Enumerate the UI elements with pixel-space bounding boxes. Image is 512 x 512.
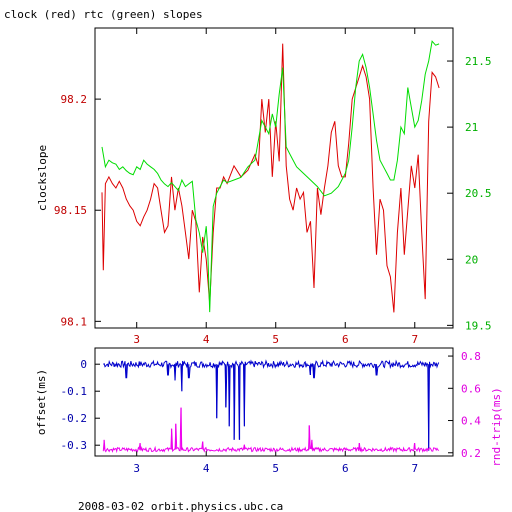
top-ytick-label: 98.15: [54, 204, 87, 217]
top-y2tick-label: 19.5: [465, 319, 492, 332]
bottom-xtick-label: 5: [272, 462, 279, 475]
top-plot-frame: [94, 27, 454, 329]
rtc-series-line: [101, 40, 440, 313]
bottom-ytick-label: -0.3: [61, 439, 88, 452]
rnd-trip-series-line: [102, 407, 440, 454]
bottom-ytick-label: -0.2: [61, 412, 88, 425]
top-y2tick-label: 20.5: [465, 187, 492, 200]
bottom-plot-frame: [94, 347, 454, 457]
bottom-y2tick-label: 0.2: [461, 447, 481, 460]
bottom-y2label: rnd-trip(ms): [490, 387, 503, 466]
top-xtick-label: 4: [203, 333, 210, 346]
top-y2tick-label: 21.5: [465, 55, 492, 68]
top-ytick-label: 98.1: [61, 315, 88, 328]
top-plot-layer: 3 4 5 6 7 98.1 98.15 98.2 19.5 20 20.5 21 21.5: [54, 28, 492, 346]
bottom-xtick-label: 4: [203, 462, 210, 475]
chart-title: clock (red) rtc (green) slopes: [4, 8, 203, 21]
top-y2tick-label: 20: [465, 253, 478, 266]
bottom-y2tick-label: 0.8: [461, 350, 481, 363]
bottom-ytick-label: 0: [80, 358, 87, 371]
top-xtick-label: 6: [342, 333, 349, 346]
top-ylabel: clockslope: [36, 145, 49, 211]
clock-series-line: [101, 43, 440, 313]
bottom-y2tick-label: 0.4: [461, 415, 481, 428]
footer-stamp: 2008-03-02 orbit.physics.ubc.ca: [78, 500, 283, 512]
top-xtick-label: 5: [272, 333, 279, 346]
bottom-xtick-label: 3: [133, 462, 140, 475]
top-xtick-label: 3: [133, 333, 140, 346]
bottom-ytick-label: -0.1: [61, 385, 88, 398]
top-ytick-label: 98.2: [61, 93, 88, 106]
bottom-ylabel: offset(ms): [35, 369, 48, 435]
bottom-xtick-label: 7: [411, 462, 418, 475]
bottom-plot-layer: 3 4 5 6 7 0 -0.1 -0.2 -0.3 0.8 0.6 0.4 0.2: [61, 350, 482, 475]
offset-series-line: [103, 359, 440, 451]
top-xtick-label: 7: [411, 333, 418, 346]
top-y2tick-label: 21: [465, 121, 478, 134]
bottom-xtick-label: 6: [342, 462, 349, 475]
bottom-y2tick-label: 0.6: [461, 382, 481, 395]
